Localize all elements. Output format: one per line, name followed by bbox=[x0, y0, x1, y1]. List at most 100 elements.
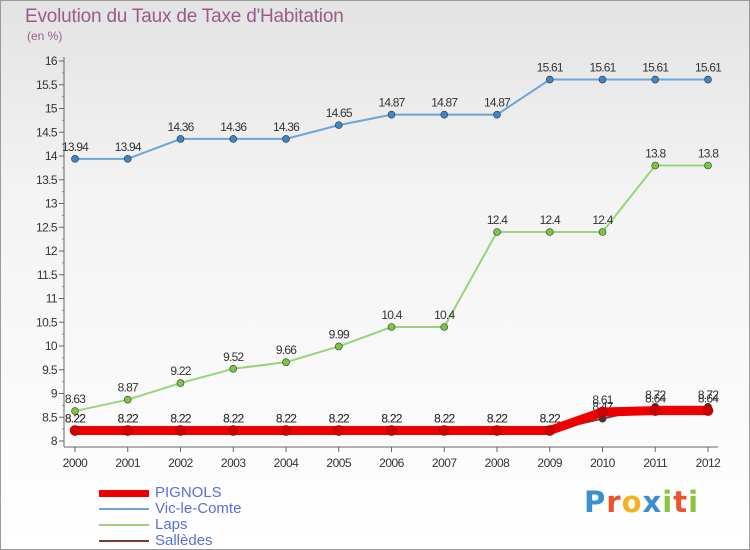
data-label: 14.65 bbox=[326, 106, 353, 120]
data-point bbox=[386, 425, 397, 436]
data-label: 8.22 bbox=[223, 412, 244, 426]
data-label: 8.22 bbox=[65, 412, 86, 426]
data-label: 8.87 bbox=[118, 381, 139, 395]
data-label: 8.22 bbox=[65, 412, 86, 426]
data-point bbox=[175, 425, 186, 436]
x-tick-label: 2012 bbox=[696, 456, 722, 470]
legend-label: Sallèdes bbox=[155, 532, 213, 549]
data-point bbox=[334, 342, 343, 351]
y-tick-label: 8.5 bbox=[42, 410, 58, 424]
data-label: 8.22 bbox=[170, 412, 191, 426]
data-point bbox=[440, 110, 449, 119]
data-label: 14.36 bbox=[273, 120, 300, 134]
y-tick-label: 9 bbox=[51, 387, 58, 401]
data-point bbox=[123, 155, 132, 163]
data-label: 14.36 bbox=[167, 120, 194, 134]
data-label: 10.4 bbox=[381, 308, 402, 322]
data-label: 14.36 bbox=[220, 120, 247, 134]
data-label: 8.22 bbox=[276, 412, 297, 426]
data-point bbox=[282, 135, 290, 143]
data-point bbox=[598, 75, 607, 84]
proxiti-logo: Proxiti bbox=[584, 485, 699, 519]
y-tick-label: 9.5 bbox=[42, 363, 58, 377]
logo-letter: i bbox=[662, 485, 674, 519]
data-point bbox=[544, 425, 556, 436]
x-tick-label: 2010 bbox=[590, 456, 616, 470]
x-tick-label: 2001 bbox=[115, 456, 141, 470]
data-point bbox=[71, 407, 79, 415]
x-tick-label: 2008 bbox=[485, 456, 511, 470]
data-label: 8.22 bbox=[540, 412, 561, 426]
y-tick-label: 12.5 bbox=[36, 220, 58, 234]
data-point bbox=[229, 364, 238, 373]
chart-title: Evolution du Taux de Taxe d'Habitation bbox=[25, 6, 344, 27]
y-tick-label: 10.5 bbox=[36, 315, 58, 329]
data-point bbox=[176, 379, 185, 387]
legend-label: Vic-le-Comte bbox=[155, 500, 242, 517]
data-label: 8.72 bbox=[645, 388, 666, 402]
data-point bbox=[493, 110, 501, 119]
data-point bbox=[545, 75, 554, 84]
unit-label: (en %) bbox=[27, 29, 63, 43]
data-label: 8.63 bbox=[65, 392, 86, 406]
data-point bbox=[334, 121, 343, 129]
y-tick-label: 14.5 bbox=[36, 125, 58, 139]
y-tick-label: 14 bbox=[45, 149, 58, 163]
legend-swatch bbox=[99, 508, 149, 510]
y-tick-label: 13 bbox=[45, 197, 58, 211]
data-label: 8.22 bbox=[170, 412, 191, 426]
data-point bbox=[280, 425, 292, 436]
x-tick-label: 2003 bbox=[221, 456, 247, 470]
data-label: 8.22 bbox=[118, 412, 139, 426]
data-label: 8.22 bbox=[540, 412, 561, 426]
data-point bbox=[493, 228, 501, 236]
data-label: 8.22 bbox=[118, 412, 139, 426]
data-label: 8.22 bbox=[434, 412, 455, 426]
data-label: 9.22 bbox=[170, 364, 191, 378]
y-tick-label: 10 bbox=[45, 339, 58, 353]
data-label: 13.8 bbox=[698, 147, 719, 161]
data-label: 8.61 bbox=[592, 393, 613, 407]
data-point bbox=[282, 358, 290, 366]
data-label: 12.4 bbox=[540, 213, 561, 227]
data-point bbox=[598, 228, 607, 236]
x-tick-label: 2007 bbox=[432, 456, 458, 470]
data-label: 8.64 bbox=[698, 392, 719, 406]
data-point bbox=[597, 406, 608, 418]
data-label: 8.22 bbox=[487, 412, 508, 426]
y-tick-label: 11.5 bbox=[37, 268, 58, 282]
data-label: 12.4 bbox=[487, 213, 508, 227]
data-point bbox=[333, 425, 345, 436]
data-label: 15.61 bbox=[589, 61, 616, 75]
data-point bbox=[438, 425, 450, 436]
data-point bbox=[229, 135, 238, 143]
legend-swatch bbox=[99, 524, 149, 526]
data-point bbox=[123, 395, 132, 404]
y-tick-label: 11 bbox=[46, 292, 58, 306]
data-label: 15.61 bbox=[695, 61, 722, 75]
data-label: 8.22 bbox=[381, 412, 402, 426]
legend-label: PIGNOLS bbox=[155, 484, 222, 501]
data-point bbox=[702, 405, 714, 416]
data-label: 8.22 bbox=[434, 412, 455, 426]
legend-swatch bbox=[99, 540, 149, 542]
data-point bbox=[71, 155, 79, 163]
legend-swatch bbox=[99, 489, 149, 497]
data-label: 8.72 bbox=[698, 388, 719, 402]
data-label: 8.64 bbox=[645, 392, 666, 406]
data-label: 15.61 bbox=[642, 61, 669, 75]
data-point bbox=[545, 228, 554, 236]
data-point bbox=[649, 405, 661, 416]
x-tick-label: 2004 bbox=[274, 456, 300, 470]
data-label: 14.87 bbox=[484, 96, 511, 110]
data-point bbox=[387, 110, 396, 119]
data-point bbox=[176, 135, 185, 143]
logo-letter: x bbox=[642, 485, 663, 519]
data-label: 13.94 bbox=[62, 140, 89, 154]
data-label: 13.8 bbox=[645, 147, 666, 161]
x-tick-label: 2011 bbox=[643, 456, 668, 470]
x-tick-label: 2009 bbox=[537, 456, 563, 470]
data-label: 8.22 bbox=[381, 412, 402, 426]
